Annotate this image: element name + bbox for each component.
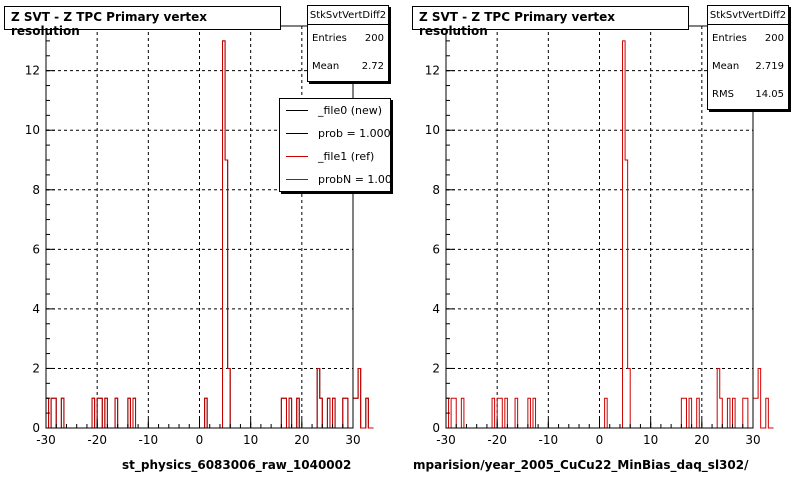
stats-value-mean: 2.72 xyxy=(361,61,384,72)
stats-row-rms-right: RMS 14.05 xyxy=(708,81,788,109)
y-tick-label: 2 xyxy=(432,361,440,375)
x-tick-label: 10 xyxy=(643,433,658,447)
stats-label-mean: Mean xyxy=(712,61,740,72)
y-tick-label: 8 xyxy=(32,183,40,197)
stats-label-entries: Entries xyxy=(712,33,747,44)
legend-swatch xyxy=(286,110,308,111)
footer-filename-right: mparision/year_2005_CuCu22_MinBias_daq_s… xyxy=(413,458,749,472)
x-tick-label: 0 xyxy=(596,433,604,447)
stats-box-left: StkSvtVertDiff2 Entries 200 Mean 2.72 xyxy=(307,5,389,82)
x-tick-label: -30 xyxy=(36,433,56,447)
y-tick-label: 4 xyxy=(32,302,40,316)
y-tick-label: 6 xyxy=(432,242,440,256)
x-tick-label: -10 xyxy=(539,433,559,447)
stats-box-left-name: StkSvtVertDiff2 xyxy=(308,6,388,25)
y-tick-label: 6 xyxy=(32,242,40,256)
y-tick-label: 0 xyxy=(32,421,40,435)
chart-title-right: Z SVT - Z TPC Primary vertex resolution xyxy=(412,6,689,38)
y-tick-label: 10 xyxy=(25,123,40,137)
y-tick-label: 8 xyxy=(432,183,440,197)
stats-value-rms: 14.05 xyxy=(755,89,784,100)
legend-swatch xyxy=(286,156,308,157)
y-tick-label: 0 xyxy=(432,421,440,435)
stats-box-right-name: StkSvtVertDiff2 xyxy=(708,6,788,25)
stats-row-mean-right: Mean 2.719 xyxy=(708,53,788,81)
stats-row-entries-left: Entries 200 xyxy=(308,25,388,53)
chart-title-left-text: Z SVT - Z TPC Primary vertex resolution xyxy=(11,10,208,38)
y-tick-label: 10 xyxy=(425,123,440,137)
stats-box-right: StkSvtVertDiff2 Entries 200 Mean 2.719 R… xyxy=(707,5,789,110)
legend-entry: _file1 (ref) xyxy=(280,145,390,168)
legend-label: probN = 1.000000 xyxy=(318,173,390,186)
stats-value-entries: 200 xyxy=(364,33,384,44)
y-tick-label: 4 xyxy=(432,302,440,316)
stats-row-entries-right: Entries 200 xyxy=(708,25,788,53)
x-tick-label: 20 xyxy=(694,433,709,447)
footer-filename-left: st_physics_6083006_raw_1040002 xyxy=(122,458,352,472)
x-tick-label: -30 xyxy=(436,433,456,447)
legend-entry: probN = 1.000000 xyxy=(280,168,390,191)
stats-value-mean: 2.719 xyxy=(755,61,784,72)
x-tick-label: -10 xyxy=(139,433,159,447)
x-tick-label: -20 xyxy=(487,433,507,447)
stats-label-rms: RMS xyxy=(712,89,734,100)
x-tick-label: 30 xyxy=(745,433,760,447)
x-tick-label: 20 xyxy=(294,433,309,447)
legend-label: prob = 1.000000 xyxy=(318,127,390,140)
stats-row-mean-left: Mean 2.72 xyxy=(308,53,388,81)
x-tick-label: 10 xyxy=(243,433,258,447)
stats-label-mean: Mean xyxy=(312,61,340,72)
legend-label: _file0 (new) xyxy=(318,104,383,117)
x-tick-label: 30 xyxy=(345,433,360,447)
legend-swatch xyxy=(286,179,308,180)
legend-box: _file0 (new) prob = 1.000000 _file1 (ref… xyxy=(279,98,391,192)
y-tick-label: 12 xyxy=(25,64,40,78)
legend-swatch xyxy=(286,133,308,134)
x-tick-label: -20 xyxy=(87,433,107,447)
y-tick-label: 12 xyxy=(425,64,440,78)
chart-title-left: Z SVT - Z TPC Primary vertex resolution xyxy=(4,6,281,38)
chart-title-right-text: Z SVT - Z TPC Primary vertex resolution xyxy=(419,10,616,38)
y-tick-label: 2 xyxy=(32,361,40,375)
legend-entry: _file0 (new) xyxy=(280,99,390,122)
legend-entry: prob = 1.000000 xyxy=(280,122,390,145)
legend-label: _file1 (ref) xyxy=(318,150,375,163)
stats-value-entries: 200 xyxy=(764,33,784,44)
stats-label-entries: Entries xyxy=(312,33,347,44)
x-tick-label: 0 xyxy=(196,433,204,447)
